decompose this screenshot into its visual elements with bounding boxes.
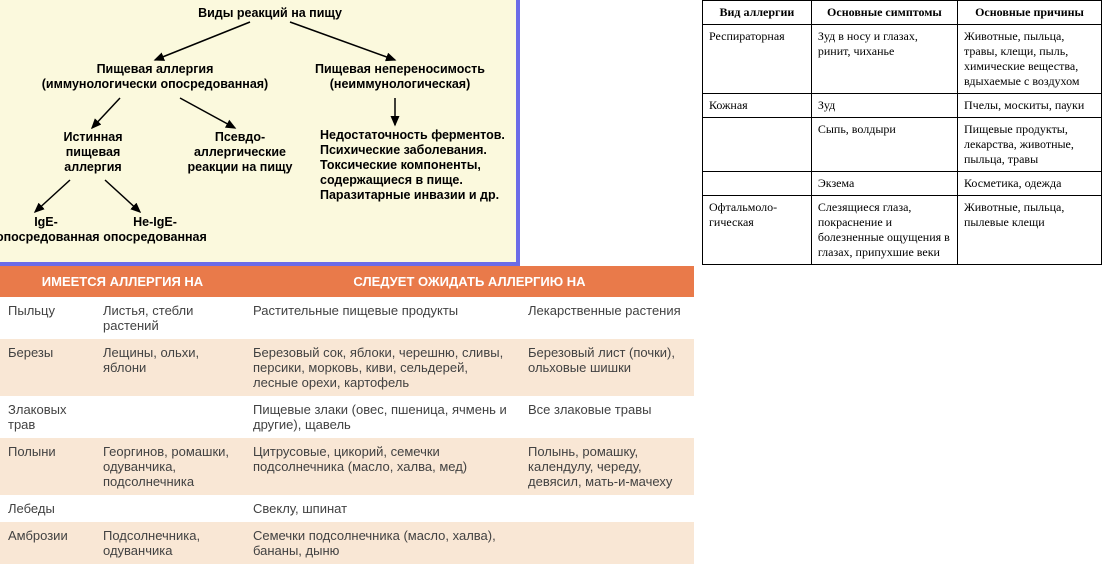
cell: Пчелы, москиты, пауки bbox=[958, 94, 1102, 118]
node-true-allergy: Истиннаяпищеваяаллергия bbox=[48, 130, 138, 175]
cell: Березовый сок, яблоки, черешню, сливы, п… bbox=[245, 339, 520, 396]
cell: Зуд в носу и глазах, ринит, чиханье bbox=[811, 25, 957, 94]
types-header-causes: Основные причины bbox=[958, 1, 1102, 25]
cell: Офтальмоло-гическая bbox=[703, 196, 812, 265]
table-row: Пыльцу Листья, стебли растений Раститель… bbox=[0, 297, 694, 339]
diagram-title: Виды реакций на пищу bbox=[190, 6, 350, 21]
types-header-type: Вид аллергии bbox=[703, 1, 812, 25]
table-row: Кожная Зуд Пчелы, москиты, пауки bbox=[703, 94, 1102, 118]
node-intolerance-causes: Недостаточность ферментов.Психические за… bbox=[320, 128, 515, 203]
cell bbox=[95, 396, 245, 438]
page-layout: Виды реакций на пищу Пищев bbox=[0, 0, 1102, 564]
table-row: Лебеды Свеклу, шпинат bbox=[0, 495, 694, 522]
cell: Подсолнечника, одуванчика bbox=[95, 522, 245, 564]
cell bbox=[95, 495, 245, 522]
cell bbox=[703, 118, 812, 172]
cell: Сыпь, волдыри bbox=[811, 118, 957, 172]
table-row: Экзема Косметика, одежда bbox=[703, 172, 1102, 196]
cell bbox=[520, 522, 694, 564]
node-ige: IgE-опосредованная bbox=[0, 215, 96, 245]
cell: Все злаковые травы bbox=[520, 396, 694, 438]
cell: Амброзии bbox=[0, 522, 95, 564]
cross-header-expect: СЛЕДУЕТ ОЖИДАТЬ АЛЛЕРГИЮ НА bbox=[245, 266, 694, 297]
cell: Лебеды bbox=[0, 495, 95, 522]
cell: Березовый лист (почки), ольховые шишки bbox=[520, 339, 694, 396]
node-non-ige: Не-IgE-опосредованная bbox=[100, 215, 210, 245]
cell bbox=[703, 172, 812, 196]
cell: Цитрусовые, цикорий, семечки подсолнечни… bbox=[245, 438, 520, 495]
allergy-types-table: Вид аллергии Основные симптомы Основные … bbox=[702, 0, 1102, 265]
cell: Семечки подсолнечника (масло, халва), ба… bbox=[245, 522, 520, 564]
cell: Злаковых трав bbox=[0, 396, 95, 438]
branch-food-intolerance: Пищевая непереносимость(неиммунологическ… bbox=[310, 62, 490, 92]
cross-table-body: Пыльцу Листья, стебли растений Раститель… bbox=[0, 297, 694, 564]
cell: Слезящиеся глаза, покраснение и болезнен… bbox=[811, 196, 957, 265]
table-row: Полыни Георгинов, ромашки, одуванчика, п… bbox=[0, 438, 694, 495]
cell: Растительные пищевые продукты bbox=[245, 297, 520, 339]
right-column: Вид аллергии Основные симптомы Основные … bbox=[694, 0, 1102, 564]
types-header-row: Вид аллергии Основные симптомы Основные … bbox=[703, 1, 1102, 25]
table-row: Березы Лещины, ольхи, яблони Березовый с… bbox=[0, 339, 694, 396]
cell: Пищевые злаки (овес, пшеница, ячмень и д… bbox=[245, 396, 520, 438]
cell: Пищевые продукты, лекарства, животные, п… bbox=[958, 118, 1102, 172]
cell: Пыльцу bbox=[0, 297, 95, 339]
node-pseudo-allergy: Псевдо-аллергическиереакции на пищу bbox=[180, 130, 300, 175]
table-row: Сыпь, волдыри Пищевые продукты, лекарств… bbox=[703, 118, 1102, 172]
cell: Животные, пыльца, пылевые клещи bbox=[958, 196, 1102, 265]
table-row: Респираторная Зуд в носу и глазах, ринит… bbox=[703, 25, 1102, 94]
cross-table-header-row: ИМЕЕТСЯ АЛЛЕРГИЯ НА СЛЕДУЕТ ОЖИДАТЬ АЛЛЕ… bbox=[0, 266, 694, 297]
cell: Животные, пыльца, травы, клещи, пыль, хи… bbox=[958, 25, 1102, 94]
table-row: Злаковых трав Пищевые злаки (овес, пшени… bbox=[0, 396, 694, 438]
cell: Респираторная bbox=[703, 25, 812, 94]
cell: Лещины, ольхи, яблони bbox=[95, 339, 245, 396]
cell bbox=[520, 495, 694, 522]
food-reaction-diagram: Виды реакций на пищу Пищев bbox=[0, 0, 520, 266]
cell: Кожная bbox=[703, 94, 812, 118]
cell: Лекарственные растения bbox=[520, 297, 694, 339]
types-header-symptoms: Основные симптомы bbox=[811, 1, 957, 25]
branch-food-allergy: Пищевая аллергия(иммунологически опосред… bbox=[40, 62, 270, 92]
cell: Листья, стебли растений bbox=[95, 297, 245, 339]
cross-header-have: ИМЕЕТСЯ АЛЛЕРГИЯ НА bbox=[0, 266, 245, 297]
cell: Экзема bbox=[811, 172, 957, 196]
cell: Полыни bbox=[0, 438, 95, 495]
cell: Свеклу, шпинат bbox=[245, 495, 520, 522]
table-row: Офтальмоло-гическая Слезящиеся глаза, по… bbox=[703, 196, 1102, 265]
left-column: Виды реакций на пищу Пищев bbox=[0, 0, 694, 564]
cell: Березы bbox=[0, 339, 95, 396]
cell: Зуд bbox=[811, 94, 957, 118]
cross-allergy-table: ИМЕЕТСЯ АЛЛЕРГИЯ НА СЛЕДУЕТ ОЖИДАТЬ АЛЛЕ… bbox=[0, 266, 694, 564]
table-row: Амброзии Подсолнечника, одуванчика Семеч… bbox=[0, 522, 694, 564]
types-table-body: Респираторная Зуд в носу и глазах, ринит… bbox=[703, 25, 1102, 265]
cell: Косметика, одежда bbox=[958, 172, 1102, 196]
cell: Полынь, ромашку, календулу, череду, девя… bbox=[520, 438, 694, 495]
cell: Георгинов, ромашки, одуванчика, подсолне… bbox=[95, 438, 245, 495]
